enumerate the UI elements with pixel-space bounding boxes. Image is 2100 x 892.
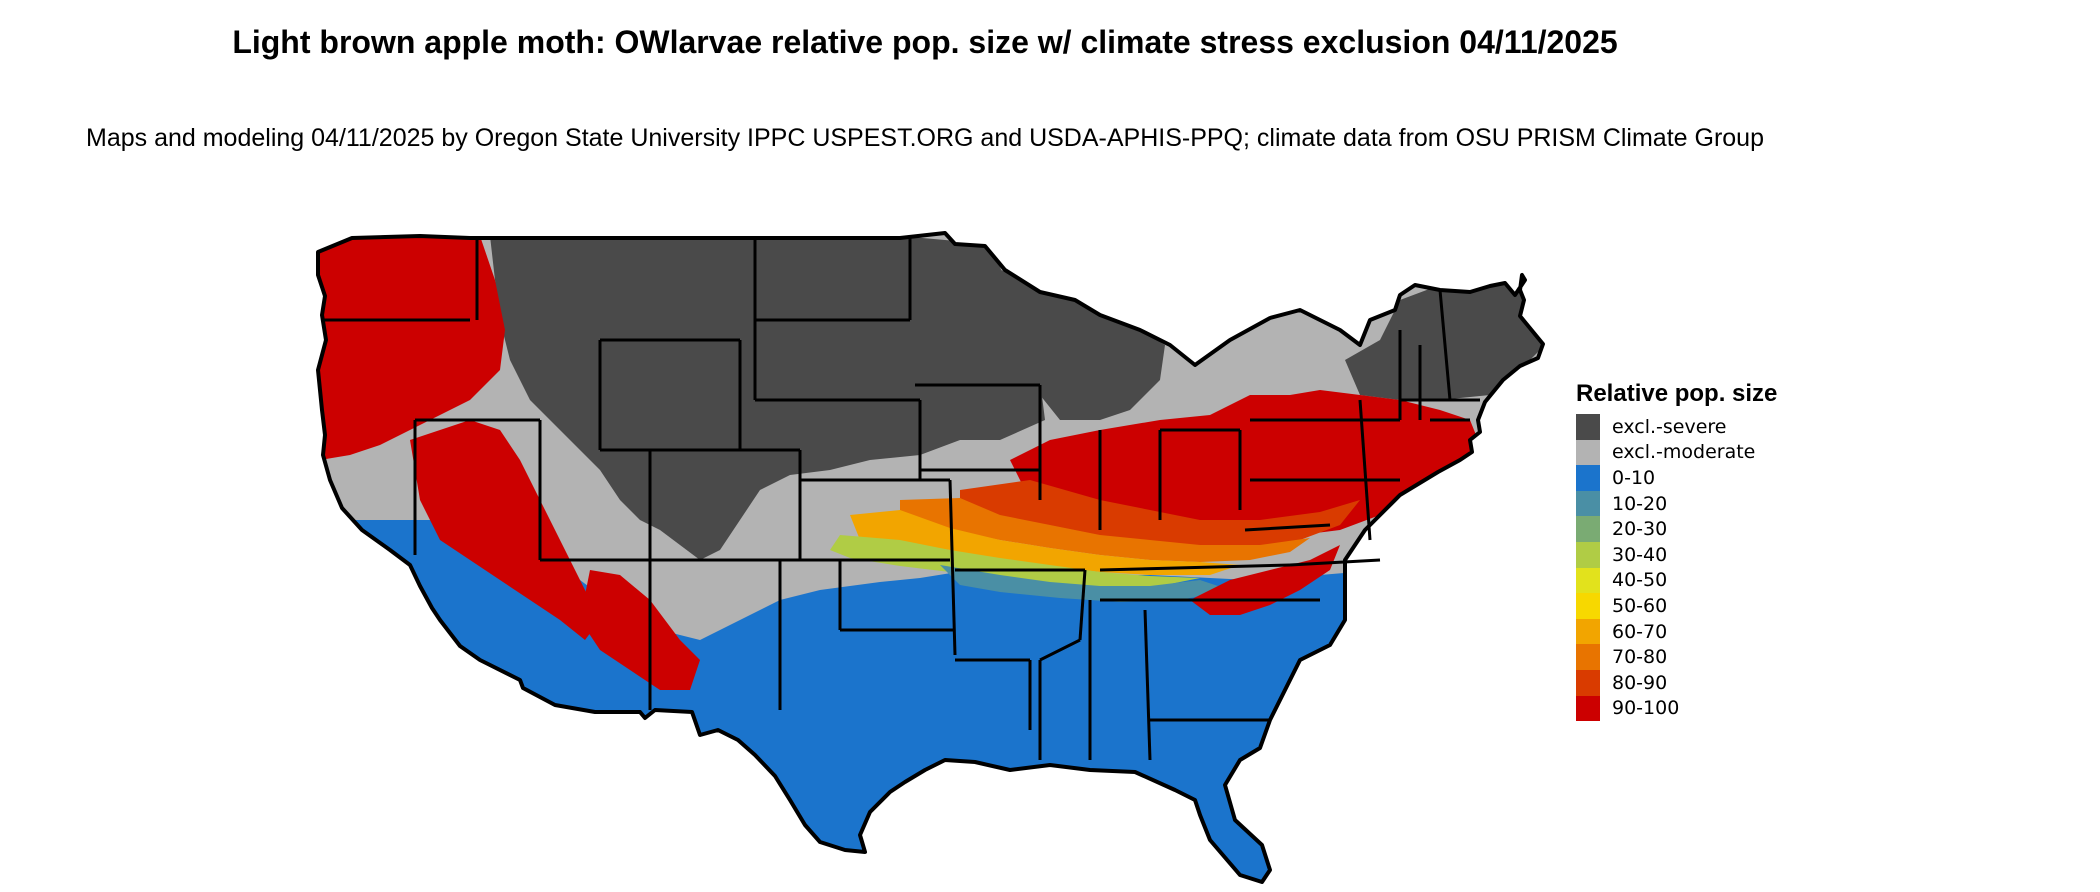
us-population-map bbox=[316, 231, 1545, 884]
legend-label: 50-60 bbox=[1612, 594, 1668, 617]
legend-swatch bbox=[1576, 414, 1600, 440]
zone-upper-midwest bbox=[1000, 270, 1165, 420]
legend-swatch bbox=[1576, 490, 1600, 517]
legend-swatch bbox=[1576, 644, 1600, 670]
legend-label: excl.-severe bbox=[1612, 415, 1727, 438]
legend-item: 90-100 bbox=[1576, 695, 1777, 722]
legend-label: 20-30 bbox=[1612, 518, 1668, 541]
legend-label: 60-70 bbox=[1612, 620, 1668, 643]
legend-item: 20-30 bbox=[1576, 516, 1777, 542]
zone-appalachian-red bbox=[1190, 545, 1340, 615]
map-subtitle: Maps and modeling 04/11/2025 by Oregon S… bbox=[86, 124, 1764, 152]
zone-southwest-mountains-red bbox=[580, 570, 700, 690]
legend-label: 10-20 bbox=[1612, 492, 1668, 515]
state-boundaries bbox=[322, 238, 1480, 761]
legend-item: excl.-moderate bbox=[1576, 439, 1777, 466]
legend-item: 50-60 bbox=[1576, 593, 1777, 619]
legend-item: 40-50 bbox=[1576, 567, 1777, 594]
zone-southern-transition bbox=[940, 565, 1230, 602]
legend-item: 60-70 bbox=[1576, 618, 1777, 645]
legend-swatch bbox=[1576, 516, 1600, 542]
legend-item: 70-80 bbox=[1576, 644, 1777, 670]
legend: Relative pop. size excl.-severe excl.-mod… bbox=[1576, 378, 1778, 722]
legend-label: excl.-moderate bbox=[1612, 441, 1756, 464]
zone-intermountain-red bbox=[410, 420, 600, 640]
legend-item: 30-40 bbox=[1576, 541, 1777, 568]
legend-label: 70-80 bbox=[1612, 646, 1668, 669]
legend-swatch bbox=[1576, 439, 1600, 466]
legend-swatch bbox=[1576, 465, 1600, 491]
legend-swatch bbox=[1576, 593, 1600, 619]
zone-northern-plains-rockies bbox=[490, 236, 1045, 560]
legend-swatch bbox=[1576, 541, 1600, 568]
zone-70-80-band bbox=[900, 498, 1310, 562]
legend-swatch bbox=[1576, 567, 1600, 594]
legend-item: 10-20 bbox=[1576, 490, 1777, 517]
legend-label: 0-10 bbox=[1612, 466, 1656, 489]
legend-label: 80-90 bbox=[1612, 671, 1668, 694]
legend-item: 80-90 bbox=[1576, 669, 1777, 696]
legend-swatch bbox=[1576, 618, 1600, 645]
legend-item: 0-10 bbox=[1576, 465, 1777, 491]
legend-items: excl.-severe excl.-moderate 0-10 10-20 20-30… bbox=[1576, 414, 1777, 722]
legend-label: 40-50 bbox=[1612, 569, 1668, 592]
legend-title: Relative pop. size bbox=[1576, 380, 1778, 407]
legend-swatch bbox=[1576, 669, 1600, 696]
legend-item: excl.-severe bbox=[1576, 414, 1777, 440]
legend-label: 90-100 bbox=[1612, 697, 1680, 720]
legend-label: 30-40 bbox=[1612, 543, 1668, 566]
map-title: Light brown apple moth: OWlarvae relativ… bbox=[232, 24, 1618, 60]
zone-pacific-northwest bbox=[318, 233, 505, 460]
zone-30-40-band bbox=[830, 535, 1200, 588]
legend-swatch bbox=[1576, 695, 1600, 722]
